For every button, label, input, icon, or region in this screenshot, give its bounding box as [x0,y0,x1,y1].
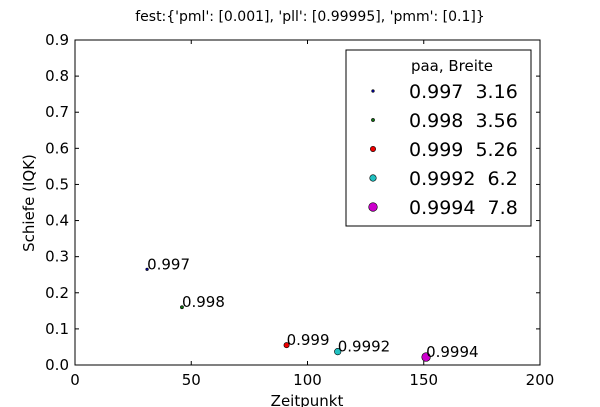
x-tick-label: 100 [293,371,322,389]
point-label: 0.9992 [338,338,391,356]
legend-marker [371,118,375,122]
legend-entry-label: 0.999 5.26 [409,139,518,161]
point-label: 0.9994 [426,343,479,361]
legend: paa, Breite 0.997 3.16 0.998 3.56 0.999 5.… [345,49,532,227]
y-tick-label: 0.6 [45,139,69,157]
point-label: 0.999 [287,331,330,349]
y-tick-label: 0.7 [45,103,69,121]
x-axis-label: Zeitpunkt [271,392,344,407]
y-tick-label: 0.5 [45,175,69,193]
y-tick-label: 0.1 [45,320,69,338]
legend-marker [368,202,378,212]
legend-entries: 0.997 3.16 0.998 3.56 0.999 5.26 0.9992 6.2… [368,81,518,219]
legend-entry-label: 0.997 3.16 [409,81,518,103]
y-tick-label: 0.9 [45,31,69,49]
legend-marker [369,174,377,182]
x-axis: 0 50 100 150 200 [70,40,554,389]
y-axis: 0.0 0.1 0.2 0.3 0.4 0.5 0.6 0.7 0.8 0.9 [45,31,540,374]
data-point [145,267,149,271]
legend-entry-label: 0.998 3.56 [409,110,518,132]
y-tick-label: 0.8 [45,67,69,85]
data-point [283,342,290,349]
legend-box [345,49,532,227]
legend-marker [371,89,375,93]
x-tick-label: 50 [182,371,201,389]
x-tick-label: 200 [526,371,555,389]
legend-entry-label: 0.9994 7.8 [409,197,518,219]
y-tick-label: 0.4 [45,212,69,230]
point-label: 0.997 [147,255,190,273]
chart-title: fest:{'pml': [0.001], 'pll': [0.99995], … [135,9,485,25]
data-point [180,305,184,310]
data-point [334,348,342,356]
legend-marker [370,146,376,152]
y-tick-label: 0.3 [45,248,69,266]
y-tick-label: 0.0 [45,356,69,374]
x-tick-label: 150 [409,371,438,389]
data-points: 0.997 0.998 0.999 0.9992 0.9994 [145,255,479,362]
y-tick-label: 0.2 [45,284,69,302]
legend-header: paa, Breite [411,57,493,75]
data-point [421,352,431,362]
legend-entry-label: 0.9992 6.2 [409,168,518,190]
point-label: 0.998 [182,293,225,311]
x-tick-label: 0 [70,371,80,389]
y-axis-label: Schiefe (IQK) [20,154,38,252]
